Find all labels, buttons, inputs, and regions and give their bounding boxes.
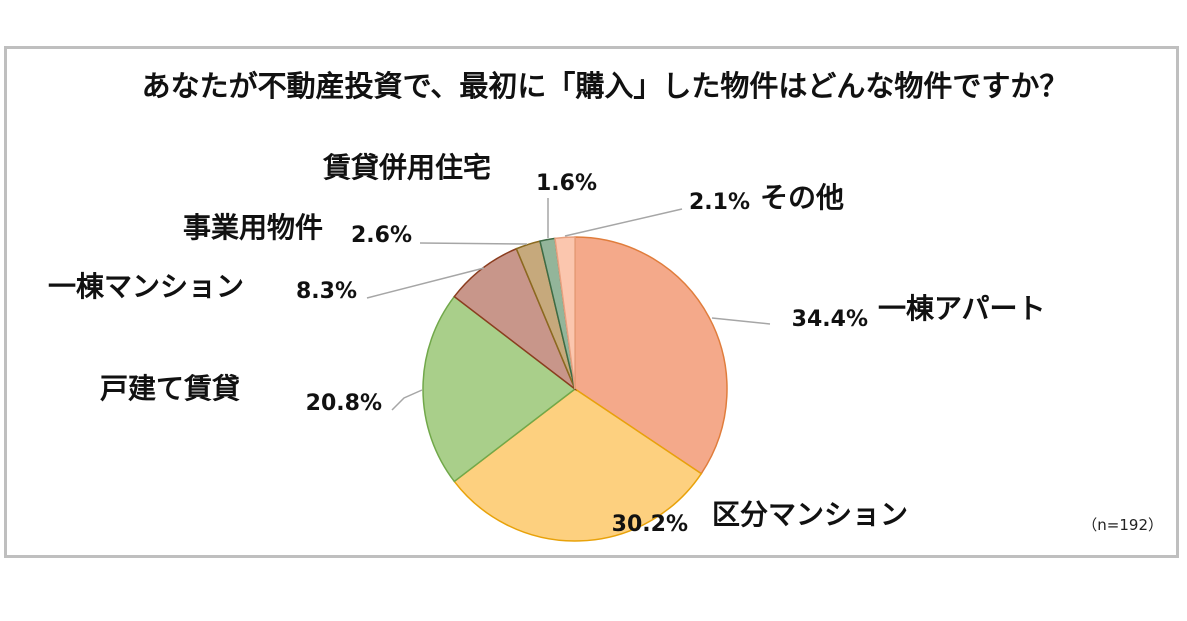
category-label-2: 区分マンション [712,498,908,531]
leader-line-7 [564,208,683,237]
slice-1 [574,236,728,475]
category-label-5: 事業用物件 [183,211,323,244]
category-label-4: 一棟マンション [48,270,244,303]
category-label-7: その他 [760,181,844,214]
percent-label-6: 1.6% [536,171,597,196]
category-label-3: 戸建て賃貸 [100,372,240,405]
chart-title: あなたが不動産投資で、最初に「購入」した物件はどんな物件ですか？ [142,69,1069,103]
slice-7 [554,236,576,390]
leader-line-4 [366,267,485,299]
percent-label-1: 34.4% [792,307,868,332]
percent-label-7: 2.1% [689,190,750,215]
percent-label-4: 8.3% [296,279,357,304]
leader-line-1 [711,317,771,325]
category-label-1: 一棟アパート [878,292,1045,325]
percent-label-3: 20.8% [306,391,382,416]
sample-size-note: （n=192） [1082,516,1163,534]
leader-line-5 [419,242,528,245]
slice-2 [453,388,703,542]
percent-label-2: 30.2% [612,512,688,537]
percent-label-5: 2.6% [351,223,412,248]
leader-line-3 [391,389,423,411]
slice-3 [422,295,577,483]
category-label-6: 賃貸併用住宅 [322,151,491,184]
